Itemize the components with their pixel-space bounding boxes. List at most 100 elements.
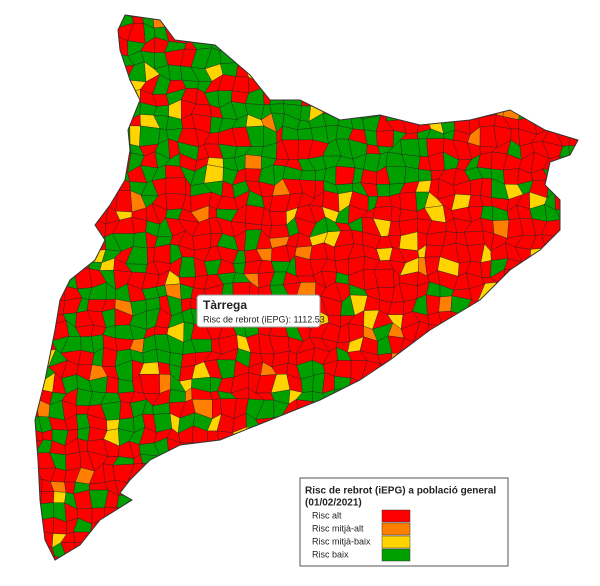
municipality <box>339 443 352 457</box>
municipality <box>529 51 544 70</box>
municipality <box>451 336 465 356</box>
municipality <box>530 519 548 537</box>
municipality <box>38 248 55 264</box>
municipality <box>584 376 599 391</box>
municipality <box>581 130 596 146</box>
municipality <box>573 191 578 208</box>
municipality <box>560 219 573 239</box>
municipality <box>531 307 545 328</box>
municipality <box>452 375 472 393</box>
municipality <box>568 511 578 520</box>
municipality <box>557 78 575 93</box>
municipality <box>310 91 328 107</box>
municipality <box>336 401 353 418</box>
municipality <box>129 125 141 147</box>
municipality <box>465 65 486 82</box>
municipality <box>270 51 288 69</box>
municipality <box>295 427 314 445</box>
municipality <box>582 114 600 134</box>
municipality <box>554 191 577 211</box>
municipality <box>245 204 265 226</box>
municipality <box>437 388 454 404</box>
municipality <box>48 248 64 264</box>
municipality <box>467 439 484 458</box>
municipality <box>532 333 544 349</box>
municipality <box>455 24 470 41</box>
municipality <box>0 504 15 523</box>
municipality <box>258 516 278 532</box>
municipality <box>255 63 272 81</box>
municipality <box>75 39 93 55</box>
municipality <box>390 403 403 421</box>
municipality <box>567 256 578 278</box>
municipality <box>309 463 329 478</box>
municipality <box>554 118 572 129</box>
municipality <box>570 349 578 365</box>
municipality <box>574 91 578 104</box>
municipality <box>555 276 573 291</box>
municipality <box>90 532 106 545</box>
municipality <box>440 443 459 458</box>
municipality <box>445 402 454 421</box>
municipality <box>101 347 118 367</box>
municipality <box>572 295 578 312</box>
municipality <box>516 494 535 510</box>
municipality <box>9 336 30 352</box>
municipality <box>377 78 395 90</box>
municipality <box>405 362 414 381</box>
municipality <box>284 64 301 80</box>
legend-label: Risc alt <box>312 510 342 520</box>
municipality <box>75 89 92 108</box>
municipality <box>567 401 578 418</box>
municipality <box>360 442 374 460</box>
municipality <box>35 452 36 469</box>
municipality <box>478 439 496 459</box>
municipality <box>544 25 563 43</box>
municipality <box>9 323 30 338</box>
municipality <box>0 532 15 547</box>
municipality <box>480 177 493 198</box>
municipality <box>520 311 537 328</box>
municipality <box>75 146 87 160</box>
municipality <box>507 465 522 486</box>
municipality <box>570 426 578 439</box>
municipality <box>283 429 298 445</box>
municipality <box>510 347 522 366</box>
municipality <box>10 129 27 143</box>
municipality <box>243 478 260 495</box>
municipality <box>126 555 146 560</box>
municipality <box>507 506 519 523</box>
municipality <box>219 34 233 52</box>
municipality <box>416 77 433 91</box>
municipality <box>86 127 108 148</box>
municipality <box>168 389 186 403</box>
municipality <box>142 463 160 482</box>
municipality <box>463 450 486 470</box>
municipality <box>205 502 222 516</box>
municipality <box>561 15 572 30</box>
municipality <box>88 544 109 560</box>
legend-title: Risc de rebrot (iEPG) a població general <box>305 486 496 497</box>
municipality <box>541 40 564 56</box>
municipality <box>520 90 531 106</box>
municipality <box>51 115 68 130</box>
municipality <box>181 465 199 483</box>
municipality <box>35 204 43 221</box>
municipality <box>35 1 56 13</box>
municipality <box>50 80 64 95</box>
municipality <box>510 0 519 12</box>
municipality <box>463 322 483 340</box>
municipality <box>444 360 459 376</box>
municipality <box>393 66 408 79</box>
municipality <box>520 444 534 454</box>
municipality <box>76 192 90 210</box>
municipality <box>582 79 597 95</box>
municipality <box>561 0 572 14</box>
municipality <box>543 425 560 444</box>
municipality <box>73 173 95 185</box>
municipality <box>104 49 122 68</box>
municipality <box>477 339 498 349</box>
municipality <box>404 74 420 94</box>
municipality <box>541 120 561 129</box>
municipality <box>570 438 578 457</box>
